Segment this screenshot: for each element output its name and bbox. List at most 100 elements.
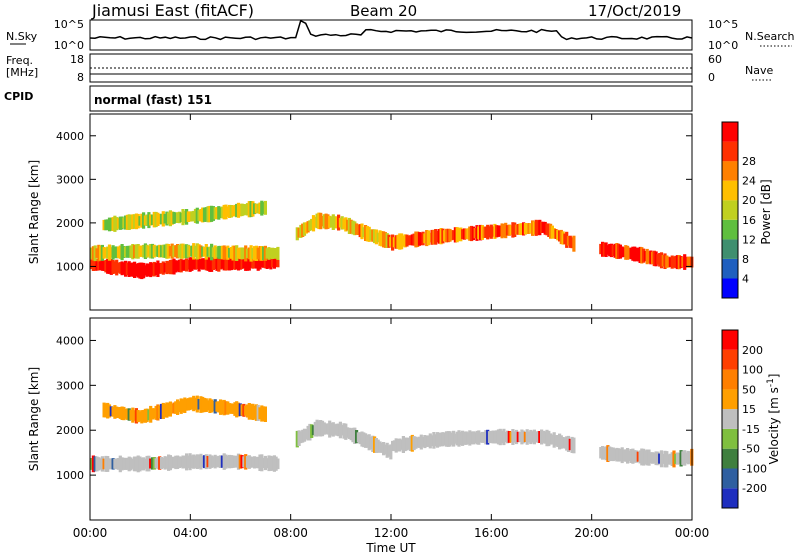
data-mark-band-2 (206, 206, 210, 223)
data-mark-band-3 (358, 224, 362, 238)
data-mark-band-2 (204, 207, 208, 222)
data-mark-band-2 (224, 204, 228, 220)
data-mark-band-0 (276, 257, 280, 268)
data-mark-band-0 (179, 456, 183, 468)
data-mark-band-2 (145, 214, 149, 226)
data-mark-band-0 (208, 454, 212, 469)
data-mark-band-3 (337, 214, 341, 231)
y-tick-label: 3000 (56, 379, 84, 392)
data-mark-band-1 (236, 247, 241, 259)
data-mark-band-4 (511, 222, 515, 238)
data-mark-band-1 (251, 403, 255, 420)
data-mark-band-3 (400, 439, 404, 450)
data-mark-band-0 (271, 456, 275, 471)
data-mark-band-2 (210, 205, 214, 222)
data-mark-band-0 (236, 453, 241, 470)
data-mark-band-2 (304, 429, 308, 440)
y-tick-label: 2000 (56, 424, 84, 437)
data-mark-band-2 (229, 205, 233, 218)
data-mark-band-3 (565, 436, 569, 451)
data-mark-band-4 (667, 454, 671, 465)
data-mark-band-0 (176, 455, 180, 469)
data-mark-band-4 (624, 449, 628, 462)
data-mark-band-3 (392, 440, 396, 452)
data-mark-band-5 (684, 256, 689, 268)
data-mark-band-0 (201, 258, 205, 270)
data-mark-band-1 (149, 405, 153, 423)
power-colorbar-tick: 24 (742, 175, 756, 188)
data-mark-band-1 (104, 403, 108, 418)
data-mark-band-1 (238, 403, 242, 417)
data-mark-band-4 (534, 219, 538, 236)
data-mark-band-0 (267, 256, 271, 268)
data-mark-band-2 (202, 207, 207, 222)
data-mark-band-1 (116, 246, 121, 258)
data-mark-band-3 (324, 213, 328, 230)
data-mark-band-0 (111, 260, 115, 274)
data-mark-band-1 (149, 244, 153, 259)
data-mark-band-1 (244, 245, 248, 262)
data-mark-band-0 (134, 456, 138, 472)
colorbar-swatch (722, 278, 738, 298)
data-mark-band-2 (120, 216, 124, 230)
data-mark-band-3 (308, 220, 312, 231)
data-mark-band-1 (235, 401, 239, 418)
data-mark-band-2 (380, 442, 384, 453)
data-mark-band-2 (338, 421, 342, 439)
data-mark-band-1 (215, 247, 219, 258)
data-mark-band-1 (104, 247, 108, 258)
data-mark-band-4 (509, 225, 513, 235)
data-mark-band-0 (120, 457, 124, 471)
data-mark-band-2 (371, 435, 375, 452)
data-mark-band-4 (401, 235, 405, 247)
data-mark-band-5 (601, 241, 605, 257)
data-mark-band-0 (125, 457, 129, 470)
data-mark-band-2 (174, 212, 178, 223)
data-mark-band-2 (310, 424, 314, 438)
data-mark-band-2 (122, 217, 126, 229)
data-mark-band-0 (265, 255, 269, 269)
data-mark-band-2 (124, 215, 128, 230)
data-mark-band-3 (498, 428, 502, 446)
data-mark-band-4 (417, 232, 422, 246)
data-mark-band-1 (210, 243, 214, 261)
data-mark-band-3 (527, 431, 531, 443)
data-mark-band-2 (181, 209, 185, 226)
colorbar-swatch (722, 468, 738, 489)
data-mark-band-4 (615, 447, 619, 462)
data-mark-band-2 (106, 219, 110, 230)
data-mark-band-1 (195, 395, 199, 413)
data-mark-band-2 (211, 206, 215, 221)
x-tick-label: 00:00 (675, 526, 710, 540)
data-mark-band-0 (183, 259, 187, 271)
data-mark-band-4 (558, 230, 562, 242)
data-mark-band-0 (143, 458, 147, 469)
data-mark-band-0 (118, 262, 122, 274)
data-mark-band-4 (629, 449, 633, 463)
data-mark-band-4 (502, 224, 506, 238)
data-mark-band-4 (659, 450, 664, 468)
data-mark-band-1 (120, 406, 124, 420)
data-mark-band-3 (477, 430, 481, 445)
data-mark-band-4 (566, 236, 571, 246)
data-mark-band-3 (471, 431, 475, 445)
data-mark-band-2 (186, 211, 190, 222)
date-title: 17/Oct/2019 (588, 2, 681, 20)
data-mark-band-3 (570, 436, 574, 453)
data-mark-band-4 (496, 225, 501, 237)
data-mark-band-0 (244, 254, 248, 271)
data-mark-band-0 (228, 454, 232, 469)
data-mark-band-5 (620, 246, 624, 258)
data-mark-band-0 (256, 254, 260, 271)
data-mark-band-1 (156, 245, 160, 257)
data-mark-band-4 (649, 452, 653, 464)
data-mark-band-2 (193, 208, 198, 223)
data-mark-band-4 (688, 451, 692, 464)
data-mark-band-3 (561, 437, 565, 448)
data-mark-band-0 (120, 261, 124, 276)
data-mark-band-0 (154, 458, 158, 469)
noise-right-tick-top: 10^5 (708, 18, 738, 31)
data-mark-band-4 (633, 450, 637, 463)
y-tick-label: 1000 (56, 260, 84, 273)
